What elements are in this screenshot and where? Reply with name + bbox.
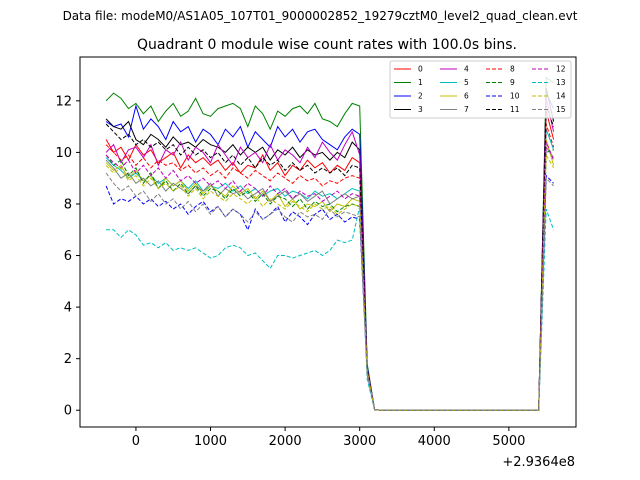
legend-label-15: 15 [556, 105, 566, 114]
x-tick-label: 2000 [269, 434, 302, 449]
series-line-1 [105, 76, 554, 411]
series-line-9 [105, 149, 554, 411]
y-tick-label: 0 [64, 404, 72, 419]
legend-label-5: 5 [464, 78, 469, 87]
series-line-5 [105, 129, 555, 411]
x-tick-label: 3000 [343, 434, 376, 449]
legend-label-12: 12 [556, 65, 566, 74]
data-file-label: Data file: modeM0/AS1A05_107T01_90000028… [63, 9, 578, 23]
axes-frame [79, 56, 577, 428]
y-tick-label: 8 [64, 197, 72, 212]
legend-box [389, 60, 572, 119]
series-line-12 [105, 141, 555, 411]
y-tick-label: 6 [64, 249, 72, 264]
y-tick-label: 12 [55, 94, 72, 109]
y-tick-label: 10 [55, 146, 72, 161]
legend-label-1: 1 [418, 78, 423, 87]
legend-label-13: 13 [556, 78, 566, 87]
x-tick-label: 0 [132, 434, 140, 449]
plot-area [105, 76, 555, 411]
series-line-6 [105, 139, 555, 411]
legend-label-0: 0 [418, 65, 423, 74]
series-line-0 [105, 110, 555, 411]
y-tick-label: 2 [64, 352, 72, 367]
legend-label-2: 2 [418, 92, 423, 101]
series-line-15 [105, 172, 554, 411]
chart-title: Quadrant 0 module wise count rates with … [137, 37, 517, 53]
x-tick-label: 1000 [194, 434, 227, 449]
series-line-8 [105, 123, 555, 411]
legend-label-3: 3 [418, 105, 423, 114]
legend-label-7: 7 [464, 105, 469, 114]
series-line-3 [105, 87, 555, 411]
legend-label-6: 6 [464, 92, 469, 101]
series-line-2 [105, 92, 555, 411]
legend-label-11: 11 [510, 105, 520, 114]
series-line-13 [106, 206, 555, 411]
series-line-11 [105, 105, 555, 411]
x-offset-label: +2.9364e8 [502, 455, 575, 470]
legend-label-9: 9 [510, 78, 515, 87]
x-tick-label: 5000 [492, 434, 525, 449]
legend-label-10: 10 [510, 92, 520, 101]
y-tick-label: 4 [64, 301, 72, 316]
legend-label-14: 14 [556, 92, 566, 101]
y-axis: 0 2 4 6 8 10 12 [55, 94, 80, 419]
legend-label-4: 4 [464, 65, 469, 74]
x-tick-label: 4000 [418, 434, 451, 449]
legend-label-8: 8 [510, 65, 515, 74]
x-axis: 0 1000 2000 3000 4000 5000 [132, 427, 525, 449]
series-line-7 [105, 145, 555, 411]
